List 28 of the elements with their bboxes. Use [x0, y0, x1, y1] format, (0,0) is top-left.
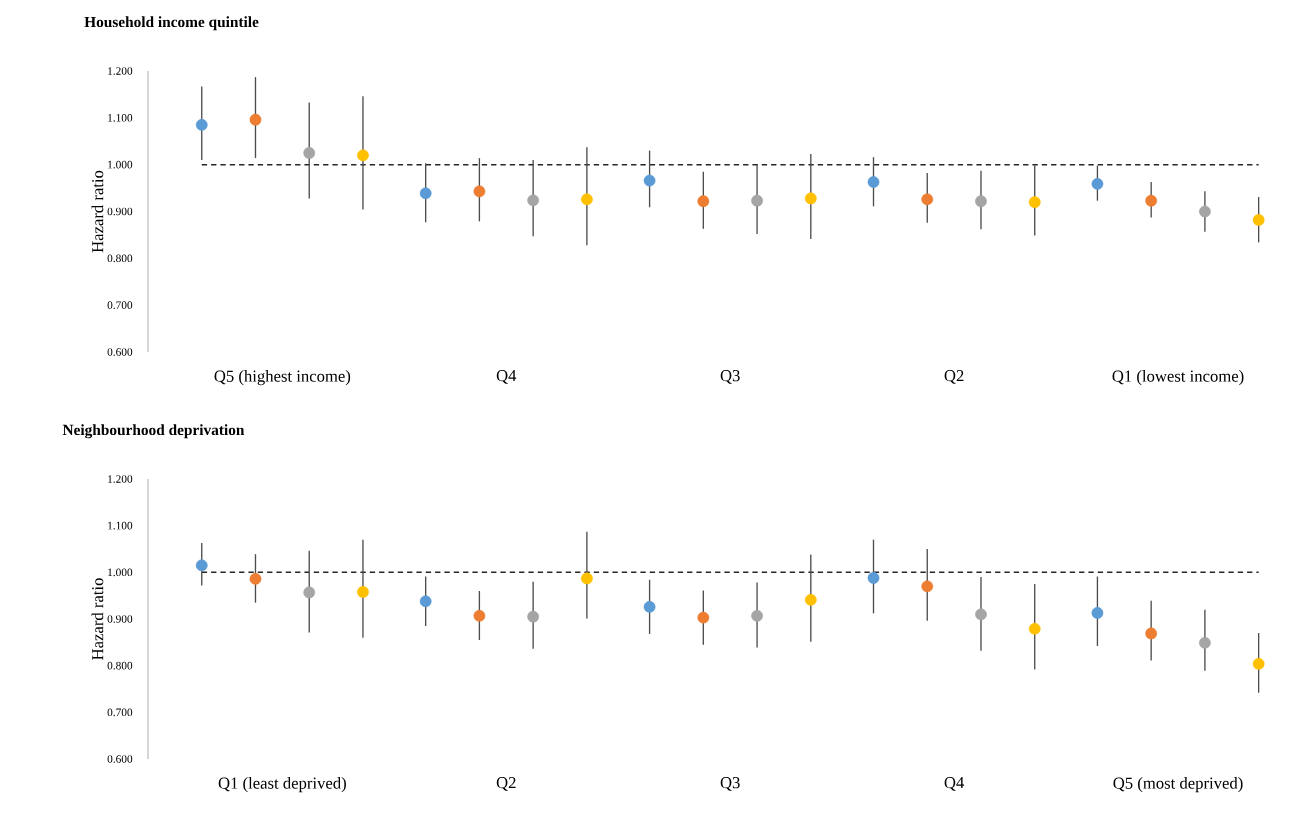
y-tick-label: 1.100	[108, 113, 133, 122]
x-tick-label: Q3	[720, 777, 740, 791]
y-tick-label: 1.200	[108, 67, 133, 75]
y-axis-title: Hazard ratio	[91, 578, 104, 660]
y-tick-label: 0.600	[107, 755, 133, 763]
x-tick-label: Q4	[944, 777, 965, 791]
chart-title: Household income quintile	[84, 16, 259, 31]
y-tick-label: 1.000	[108, 568, 133, 577]
x-tick-label: Q1 (lowest income)	[1112, 370, 1244, 386]
y-tick-label: 1.000	[108, 160, 133, 169]
x-tick-label: Q5 (highest income)	[214, 370, 351, 386]
chart-title: Neighbourhood deprivation	[62, 424, 245, 439]
x-tick-label: Q4	[496, 370, 517, 384]
y-axis-title: Hazard ratio	[91, 170, 104, 253]
y-tick-label: 1.200	[108, 475, 133, 483]
x-tick-label: Q3	[720, 370, 740, 384]
y-tick-label: 0.700	[107, 301, 133, 310]
y-tick-label: 1.100	[108, 521, 133, 530]
y-tick-label: 0.800	[107, 254, 133, 263]
y-tick-label: 0.800	[107, 661, 133, 670]
x-tick-label: Q5 (most deprived)	[1113, 777, 1243, 793]
y-tick-label: 0.900	[107, 207, 133, 216]
y-tick-label: 0.700	[107, 708, 133, 717]
x-tick-label: Q2	[944, 370, 964, 384]
y-tick-label: 0.900	[107, 615, 133, 623]
y-tick-label: 0.600	[107, 348, 133, 356]
x-tick-label: Q2	[496, 777, 516, 791]
x-tick-label: Q1 (least deprived)	[218, 777, 346, 793]
